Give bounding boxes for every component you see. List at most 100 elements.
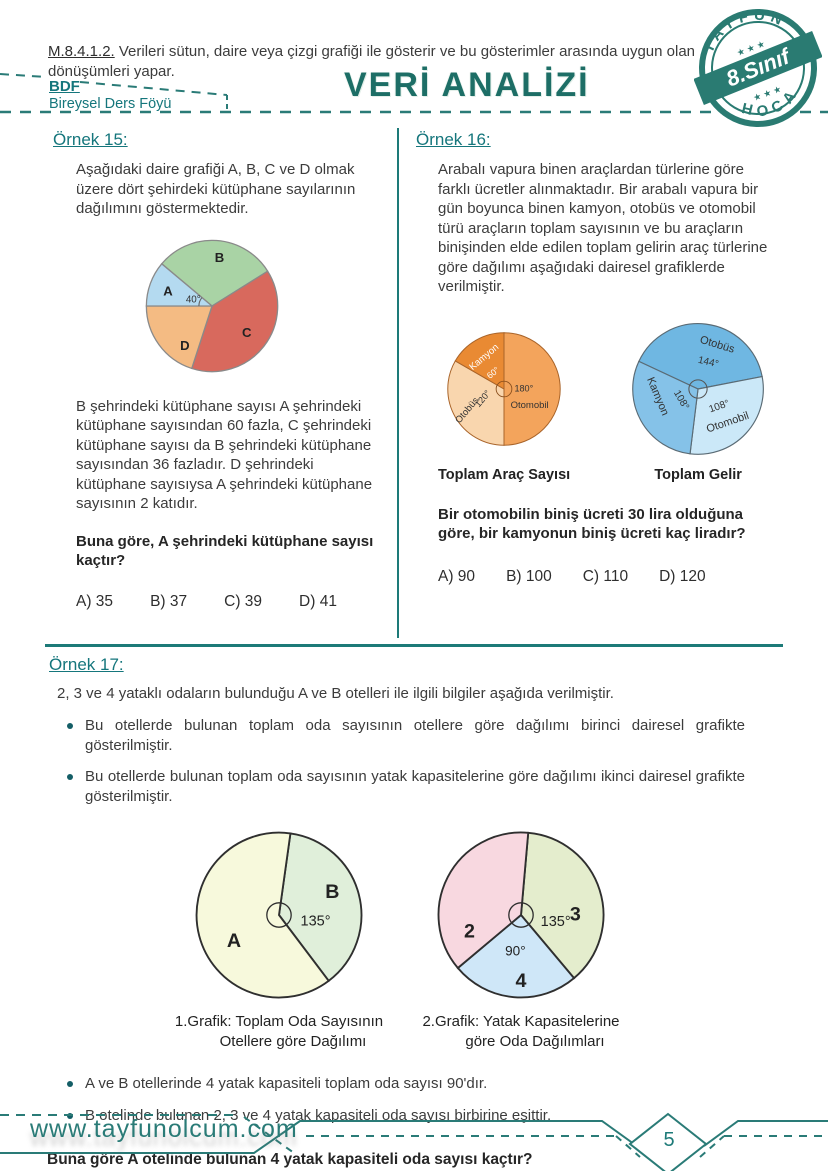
pie17b-slice-2 <box>437 831 530 970</box>
pie15-angle-a: 40° <box>186 294 201 305</box>
pie16a-angle-otomobil: 180° <box>515 383 534 393</box>
option-d: D) 41 <box>299 592 337 610</box>
caption-line1: 2.Grafik: Yatak Kapasitelerine <box>422 1013 620 1030</box>
pie17a-label-a: A <box>227 930 241 952</box>
option-c: C) 39 <box>224 592 263 610</box>
caption-line2: Otellere göre Dağılımı <box>219 1033 367 1050</box>
list-item: Bu otellerde bulunan toplam oda sayısını… <box>67 716 783 755</box>
pie16a-slice-otobus <box>447 359 505 446</box>
ornek16-income-pie: Otobüs 144° Kamyon 108° 108° Otomobil <box>632 322 765 455</box>
teacher-stamp-icon: TAYFUN HOCA ★ ★ ★ 8.Sınıf ★ ★ ★ <box>694 4 822 129</box>
ornek17-bullets: Bu otellerde bulunan toplam oda sayısını… <box>67 716 783 806</box>
ornek17-heading: Örnek 17: <box>49 655 124 674</box>
pie17a-slice-a <box>195 831 330 999</box>
option-a: A) 90 <box>438 567 476 585</box>
pie16b-angle-otobus: 144° <box>697 354 720 369</box>
bdf-label: BDF <box>49 78 80 95</box>
pie16b-slice-otobus <box>638 322 763 390</box>
objective-text: M.8.4.1.2. Verileri sütun, daire veya çi… <box>48 42 698 82</box>
pie17b-angle-3: 135° <box>541 914 571 930</box>
pie17a-center-circle <box>266 902 292 928</box>
pie17b-label-2: 2 <box>464 920 475 942</box>
grafik1-figure: A B 135° 1.Grafik: Toplam Oda Sayısının … <box>163 826 395 1052</box>
ornek15-heading: Örnek 15: <box>53 130 128 149</box>
ornek15-intro: Aşağıdaki daire grafiği A, B, C ve D olm… <box>76 161 356 217</box>
bullet-text: B otelinde bulunan 2, 3 ve 4 yatak kapas… <box>85 1106 552 1124</box>
pie17b-slice-3 <box>520 831 605 980</box>
pie15-slice-d <box>145 304 213 369</box>
pie17b-label-3: 3 <box>570 904 581 926</box>
ornek16-section: Örnek 16: Arabalı vapura binen araçlarda… <box>399 126 783 638</box>
ornek15-pie-chart: B A C D 40° <box>137 231 287 381</box>
ornek16-count-pie: Kamyon 60° 120° Otobüs 180° Otomobil <box>447 331 561 446</box>
section-divider <box>45 644 783 647</box>
ornek15-section: Örnek 15: Aşağıdaki daire grafiği A, B, … <box>45 126 397 638</box>
ornek16-options: A) 90 B) 100 C) 110 D) 120 <box>438 568 783 586</box>
pie15-label-a: A <box>163 283 173 298</box>
ornek17-question: Buna göre A otelinde bulunan 4 yatak kap… <box>47 1151 533 1168</box>
option-b: B) 37 <box>150 592 188 610</box>
option-d: D) 120 <box>659 567 706 585</box>
column-divider <box>397 128 399 638</box>
pie17b-center-circle <box>508 902 534 928</box>
bullet-text: Bu otellerde bulunan toplam oda sayısını… <box>85 717 745 754</box>
ornek16-count-caption: Toplam Araç Sayısı <box>438 466 571 483</box>
option-c: C) 110 <box>582 567 629 585</box>
grafik1-caption: 1.Grafik: Toplam Oda Sayısının Otellere … <box>175 1012 383 1052</box>
ornek15-options: A) 35 B) 37 C) 39 D) 41 <box>76 593 397 611</box>
website-link[interactable]: www.tayfunolcum.com <box>30 1115 298 1143</box>
ornek16-body: Arabalı vapura binen araçlardan türlerin… <box>438 161 768 295</box>
grafik2-figure: 2 3 4 135° 90° 2.Grafik: Yatak Kapasitel… <box>405 826 637 1052</box>
ornek17-bullets-2: A ve B otellerinde 4 yatak kapasiteli to… <box>67 1074 783 1125</box>
bullet-icon <box>67 774 73 780</box>
pie16b-center-circle <box>688 378 708 399</box>
bdf-subtitle: Bireysel Ders Föyü <box>49 96 172 112</box>
list-item: A ve B otellerinde 4 yatak kapasiteli to… <box>67 1074 783 1094</box>
pie15-label-c: C <box>242 324 252 339</box>
footer: www.tayfunolcum.com 5 <box>0 1107 828 1171</box>
caption-line1: 1.Grafik: Toplam Oda Sayısının <box>174 1013 384 1030</box>
ornek16-income-figure: Otobüs 144° Kamyon 108° 108° Otomobil To… <box>626 315 770 483</box>
pie17b-angle-4: 90° <box>505 943 526 958</box>
pie15-slice-a <box>145 262 214 307</box>
footer-decoration <box>0 1112 828 1171</box>
ornek17-charts: A B 135° 1.Grafik: Toplam Oda Sayısının … <box>163 826 783 1052</box>
ornek17-section: Örnek 17: 2, 3 ve 4 yataklı odaların bul… <box>45 655 783 1171</box>
header: M.8.4.1.2. Verileri sütun, daire veya çi… <box>0 0 828 129</box>
ornek15-question: Buna göre, A şehrindeki kütüphane sayısı… <box>76 532 374 570</box>
pie16a-slice-kamyon <box>454 331 505 390</box>
caption-line2: göre Oda Dağılımları <box>465 1033 605 1050</box>
bullet-icon <box>67 723 73 729</box>
bullet-icon <box>67 1081 73 1087</box>
two-column-area: Örnek 15: Aşağıdaki daire grafiği A, B, … <box>45 126 783 638</box>
pie17a-label-b: B <box>325 881 339 903</box>
pie16b-slice-otomobil <box>689 375 765 455</box>
ornek17-intro: 2, 3 ve 4 yataklı odaların bulunduğu A v… <box>57 685 614 702</box>
pie17b-slice-4 <box>456 913 576 999</box>
objective-body: Verileri sütun, daire veya çizgi grafiği… <box>48 43 696 80</box>
pie15-slice-c <box>190 269 279 372</box>
pie15-angle-arc <box>198 296 203 306</box>
pie15-label-b: B <box>215 249 224 264</box>
pie15-slice-b <box>160 239 269 307</box>
option-b: B) 100 <box>506 567 552 585</box>
grafik1-pie: A B 135° <box>195 831 363 999</box>
bullet-text: A ve B otellerinde 4 yatak kapasiteli to… <box>85 1075 488 1092</box>
pie17a-slice-b <box>278 832 363 983</box>
objective-code: M.8.4.1.2. <box>48 43 115 60</box>
bdf-block: BDF Bireysel Ders Föyü <box>49 78 171 112</box>
pie15-label-d: D <box>180 338 189 353</box>
pie16a-label-otomobil: Otomobil <box>511 400 549 411</box>
pie17a-angle-b: 135° <box>301 913 331 929</box>
pie16b-slice-kamyon <box>632 360 699 454</box>
page-number: 5 <box>663 1129 675 1151</box>
ornek16-count-figure: Kamyon 60° 120° Otobüs 180° Otomobil Top… <box>438 315 570 483</box>
ornek16-heading: Örnek 16: <box>416 130 491 149</box>
list-item: Bu otellerde bulunan toplam oda sayısını… <box>67 767 783 806</box>
ornek16-question: Bir otomobilin biniş ücreti 30 lira oldu… <box>438 505 746 543</box>
bullet-text: Bu otellerde bulunan toplam oda sayısını… <box>85 768 745 805</box>
option-a: A) 35 <box>76 592 114 610</box>
grafik2-pie: 2 3 4 135° 90° <box>437 831 605 999</box>
pie16a-center-circle <box>495 380 513 397</box>
